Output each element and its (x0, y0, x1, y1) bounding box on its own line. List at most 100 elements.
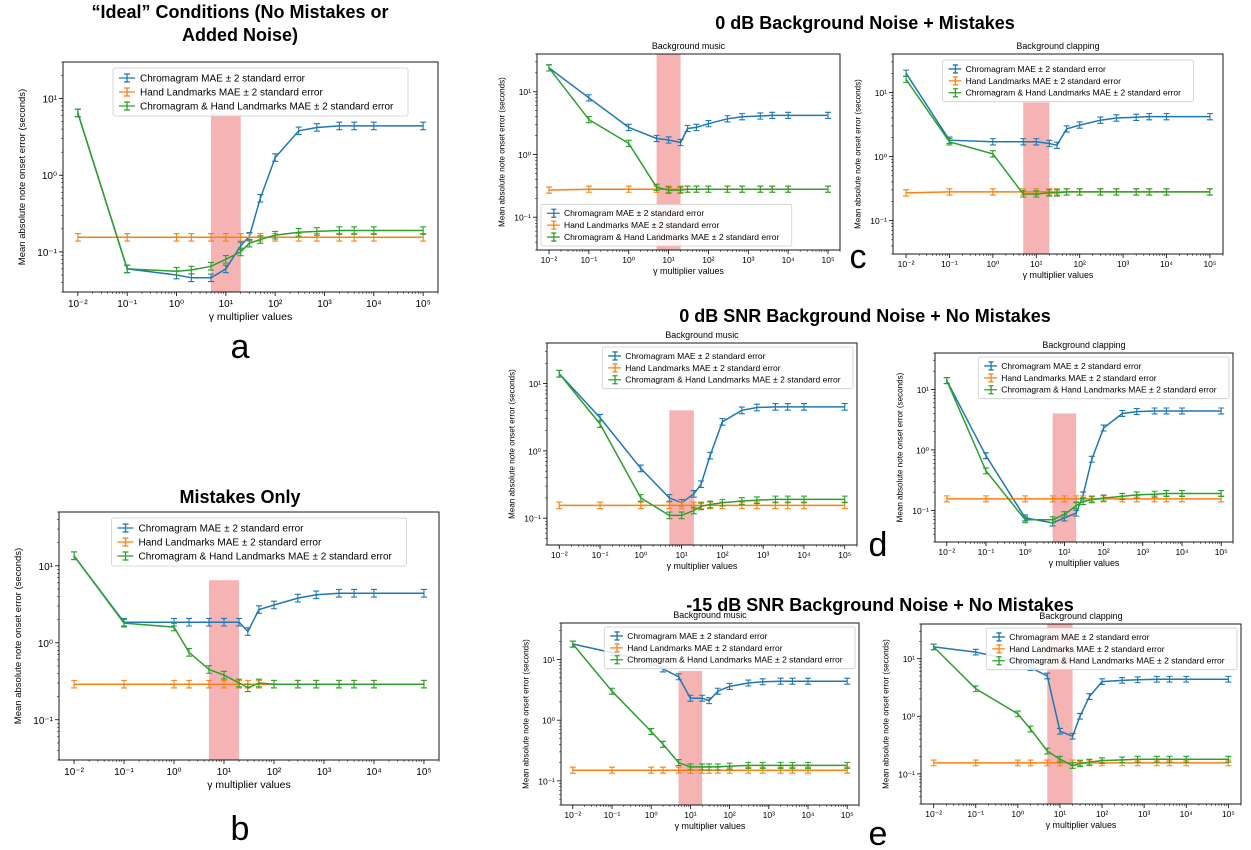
x-tick-label: 10² (268, 299, 283, 310)
error-bar (1077, 712, 1084, 720)
x-tick-label: 10⁻¹ (117, 299, 137, 310)
error-bar (943, 495, 950, 503)
x-tick-label: 10⁰ (622, 255, 635, 265)
error-bar (569, 640, 576, 648)
y-tick-label: 10⁻¹ (524, 514, 541, 524)
error-bar (1022, 495, 1029, 503)
legend-entry: Hand Landmarks MAE ± 2 standard error (966, 76, 1122, 86)
series-0 (903, 69, 1213, 149)
error-bar (637, 501, 644, 510)
y-axis-label: Mean absolute note onset error (seconds) (522, 639, 531, 789)
x-tick-label: 10⁻² (938, 547, 955, 557)
legend-entry: Chromagram & Hand Landmarks MAE ± 2 stan… (1009, 656, 1225, 666)
error-bar (693, 185, 700, 193)
error-bar (625, 123, 632, 132)
error-bar (188, 265, 195, 275)
error-bar (1022, 516, 1029, 524)
axes-frame (920, 623, 1242, 805)
error-bar (1073, 502, 1080, 510)
highlight-band (1023, 102, 1050, 254)
x-tick-label: 10⁻² (64, 767, 84, 778)
error-bar (983, 495, 989, 503)
highlight-band (678, 670, 703, 805)
error-bar (1166, 755, 1173, 763)
error-bar (930, 759, 937, 767)
chart-subtitle: Background clapping (1042, 340, 1125, 350)
error-bar (1014, 759, 1021, 767)
error-bar (207, 232, 214, 242)
error-bar (825, 111, 832, 120)
series-line (73, 555, 424, 689)
error-bar (545, 64, 552, 72)
legend-handle (984, 373, 997, 383)
x-tick-label: 10² (716, 550, 728, 560)
error-bar (221, 617, 228, 627)
x-axis-label: γ multiplier values (1023, 270, 1094, 280)
x-tick-label: 10⁵ (1215, 547, 1228, 557)
series-line (77, 112, 424, 272)
y-tick-label: 10⁰ (42, 171, 57, 182)
error-bar (648, 728, 655, 736)
error-bar (205, 617, 212, 627)
series-2 (556, 369, 848, 520)
x-tick-label: 10³ (757, 550, 769, 560)
error-bar (1206, 188, 1213, 196)
error-bar (313, 227, 320, 236)
x-tick-label: 10⁻² (898, 259, 915, 269)
error-bar (556, 501, 563, 510)
legend-handle (547, 232, 560, 242)
error-bar (739, 113, 746, 121)
error-bar (270, 679, 277, 689)
error-bar (1044, 672, 1051, 680)
legend-entry: Chromagram MAE ± 2 standard error (139, 524, 305, 535)
error-bar (1134, 755, 1141, 763)
error-bar (707, 500, 714, 509)
error-bar (1063, 125, 1070, 133)
error-bar (336, 679, 343, 689)
error-bar (1100, 424, 1107, 432)
error-bar (1183, 675, 1190, 683)
error-bar (236, 678, 243, 688)
error-bar (1113, 114, 1120, 122)
error-bar (675, 766, 682, 774)
error-bar (1133, 113, 1140, 122)
legend-entry: Hand Landmarks MAE ± 2 standard error (625, 363, 781, 373)
error-bar (1046, 139, 1053, 148)
series-0 (545, 64, 832, 147)
x-tick-label: 10² (267, 767, 282, 778)
x-tick-label: 10⁻¹ (604, 810, 621, 820)
error-bar (186, 679, 193, 689)
error-bar (825, 185, 832, 193)
legend: Chromagram MAE ± 2 standard error Hand La… (601, 346, 854, 390)
error-bar (1088, 455, 1095, 463)
axes-frame (892, 53, 1224, 255)
error-bar (800, 403, 807, 411)
error-bar (237, 232, 244, 242)
error-bar (687, 763, 694, 771)
y-axis-label: Mean absolute note onset error (seconds) (882, 639, 891, 789)
y-tick-label: 10⁰ (916, 445, 929, 455)
error-bar (313, 679, 320, 689)
error-bar (684, 185, 691, 193)
axes-frame (536, 53, 841, 251)
error-bar (1069, 762, 1076, 769)
error-bar (903, 75, 910, 84)
error-bar (1163, 188, 1170, 196)
error-bar (1049, 495, 1056, 503)
error-bar (946, 138, 953, 146)
error-bar (272, 230, 279, 240)
x-tick-label: 10⁻² (551, 550, 568, 560)
panel-letter-a: a (231, 328, 250, 366)
error-bar (370, 226, 377, 235)
error-bar (690, 506, 697, 515)
axes-frame (58, 511, 440, 761)
error-bar (789, 677, 796, 685)
x-tick-label: 10³ (1137, 547, 1149, 557)
error-bar (684, 124, 691, 133)
error-bar (784, 495, 791, 504)
error-bar (1086, 693, 1093, 700)
section-title-d: 0 dB SNR Background Noise + No Mistakes (679, 306, 1051, 326)
